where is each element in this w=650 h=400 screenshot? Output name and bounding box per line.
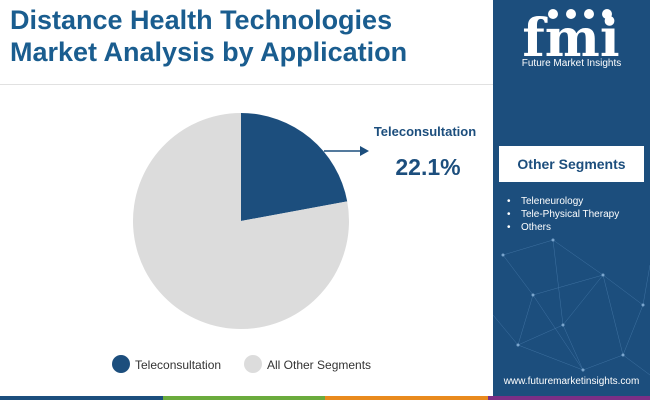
stripe-segment	[487, 396, 650, 400]
title-line-1: Distance Health Technologies	[10, 5, 393, 35]
legend-label-all-other-segments: All Other Segments	[267, 358, 371, 372]
callout-label: Teleconsultation	[374, 124, 476, 139]
website-link[interactable]: www.futuremarketinsights.com	[503, 376, 640, 387]
title-line-2: Market Analysis by Application	[10, 37, 408, 67]
callout-arrow-icon	[360, 146, 369, 156]
callout-value: 22.1%	[395, 154, 460, 180]
bottom-color-stripe	[0, 396, 650, 400]
callout: Teleconsultation 22.1%	[324, 124, 476, 180]
page-title: Distance Health Technologies Market Anal…	[10, 4, 490, 68]
other-segments-heading: Other Segments	[499, 146, 644, 182]
legend: Teleconsultation All Other Segments	[112, 355, 371, 373]
legend-swatch-teleconsultation	[112, 355, 130, 373]
segment-item: Tele-Physical Therapy	[507, 208, 619, 221]
network-pattern-graphic	[493, 238, 650, 376]
other-segments-list: Teleneurology Tele-Physical Therapy Othe…	[507, 195, 619, 234]
brand-name: Future Market Insights	[521, 58, 622, 69]
segment-item: Others	[507, 221, 619, 234]
legend-swatch-all-other-segments	[244, 355, 262, 373]
pie-chart: Teleconsultation 22.1% Teleconsultation …	[112, 113, 476, 373]
segment-item: Teleneurology	[507, 195, 619, 208]
title-divider	[0, 84, 493, 85]
pie-slice-teleconsultation	[241, 113, 348, 221]
pie-slices	[133, 113, 350, 329]
stripe-segment	[0, 396, 163, 400]
brand-sidebar: fmi Future Market Insights Other Segment…	[493, 0, 650, 400]
fmi-logo-icon: fmi	[522, 8, 619, 69]
stripe-segment	[325, 396, 488, 400]
legend-label-teleconsultation: Teleconsultation	[135, 358, 221, 372]
stripe-segment	[162, 396, 325, 400]
pie-slice-all-other-segments	[133, 113, 350, 329]
